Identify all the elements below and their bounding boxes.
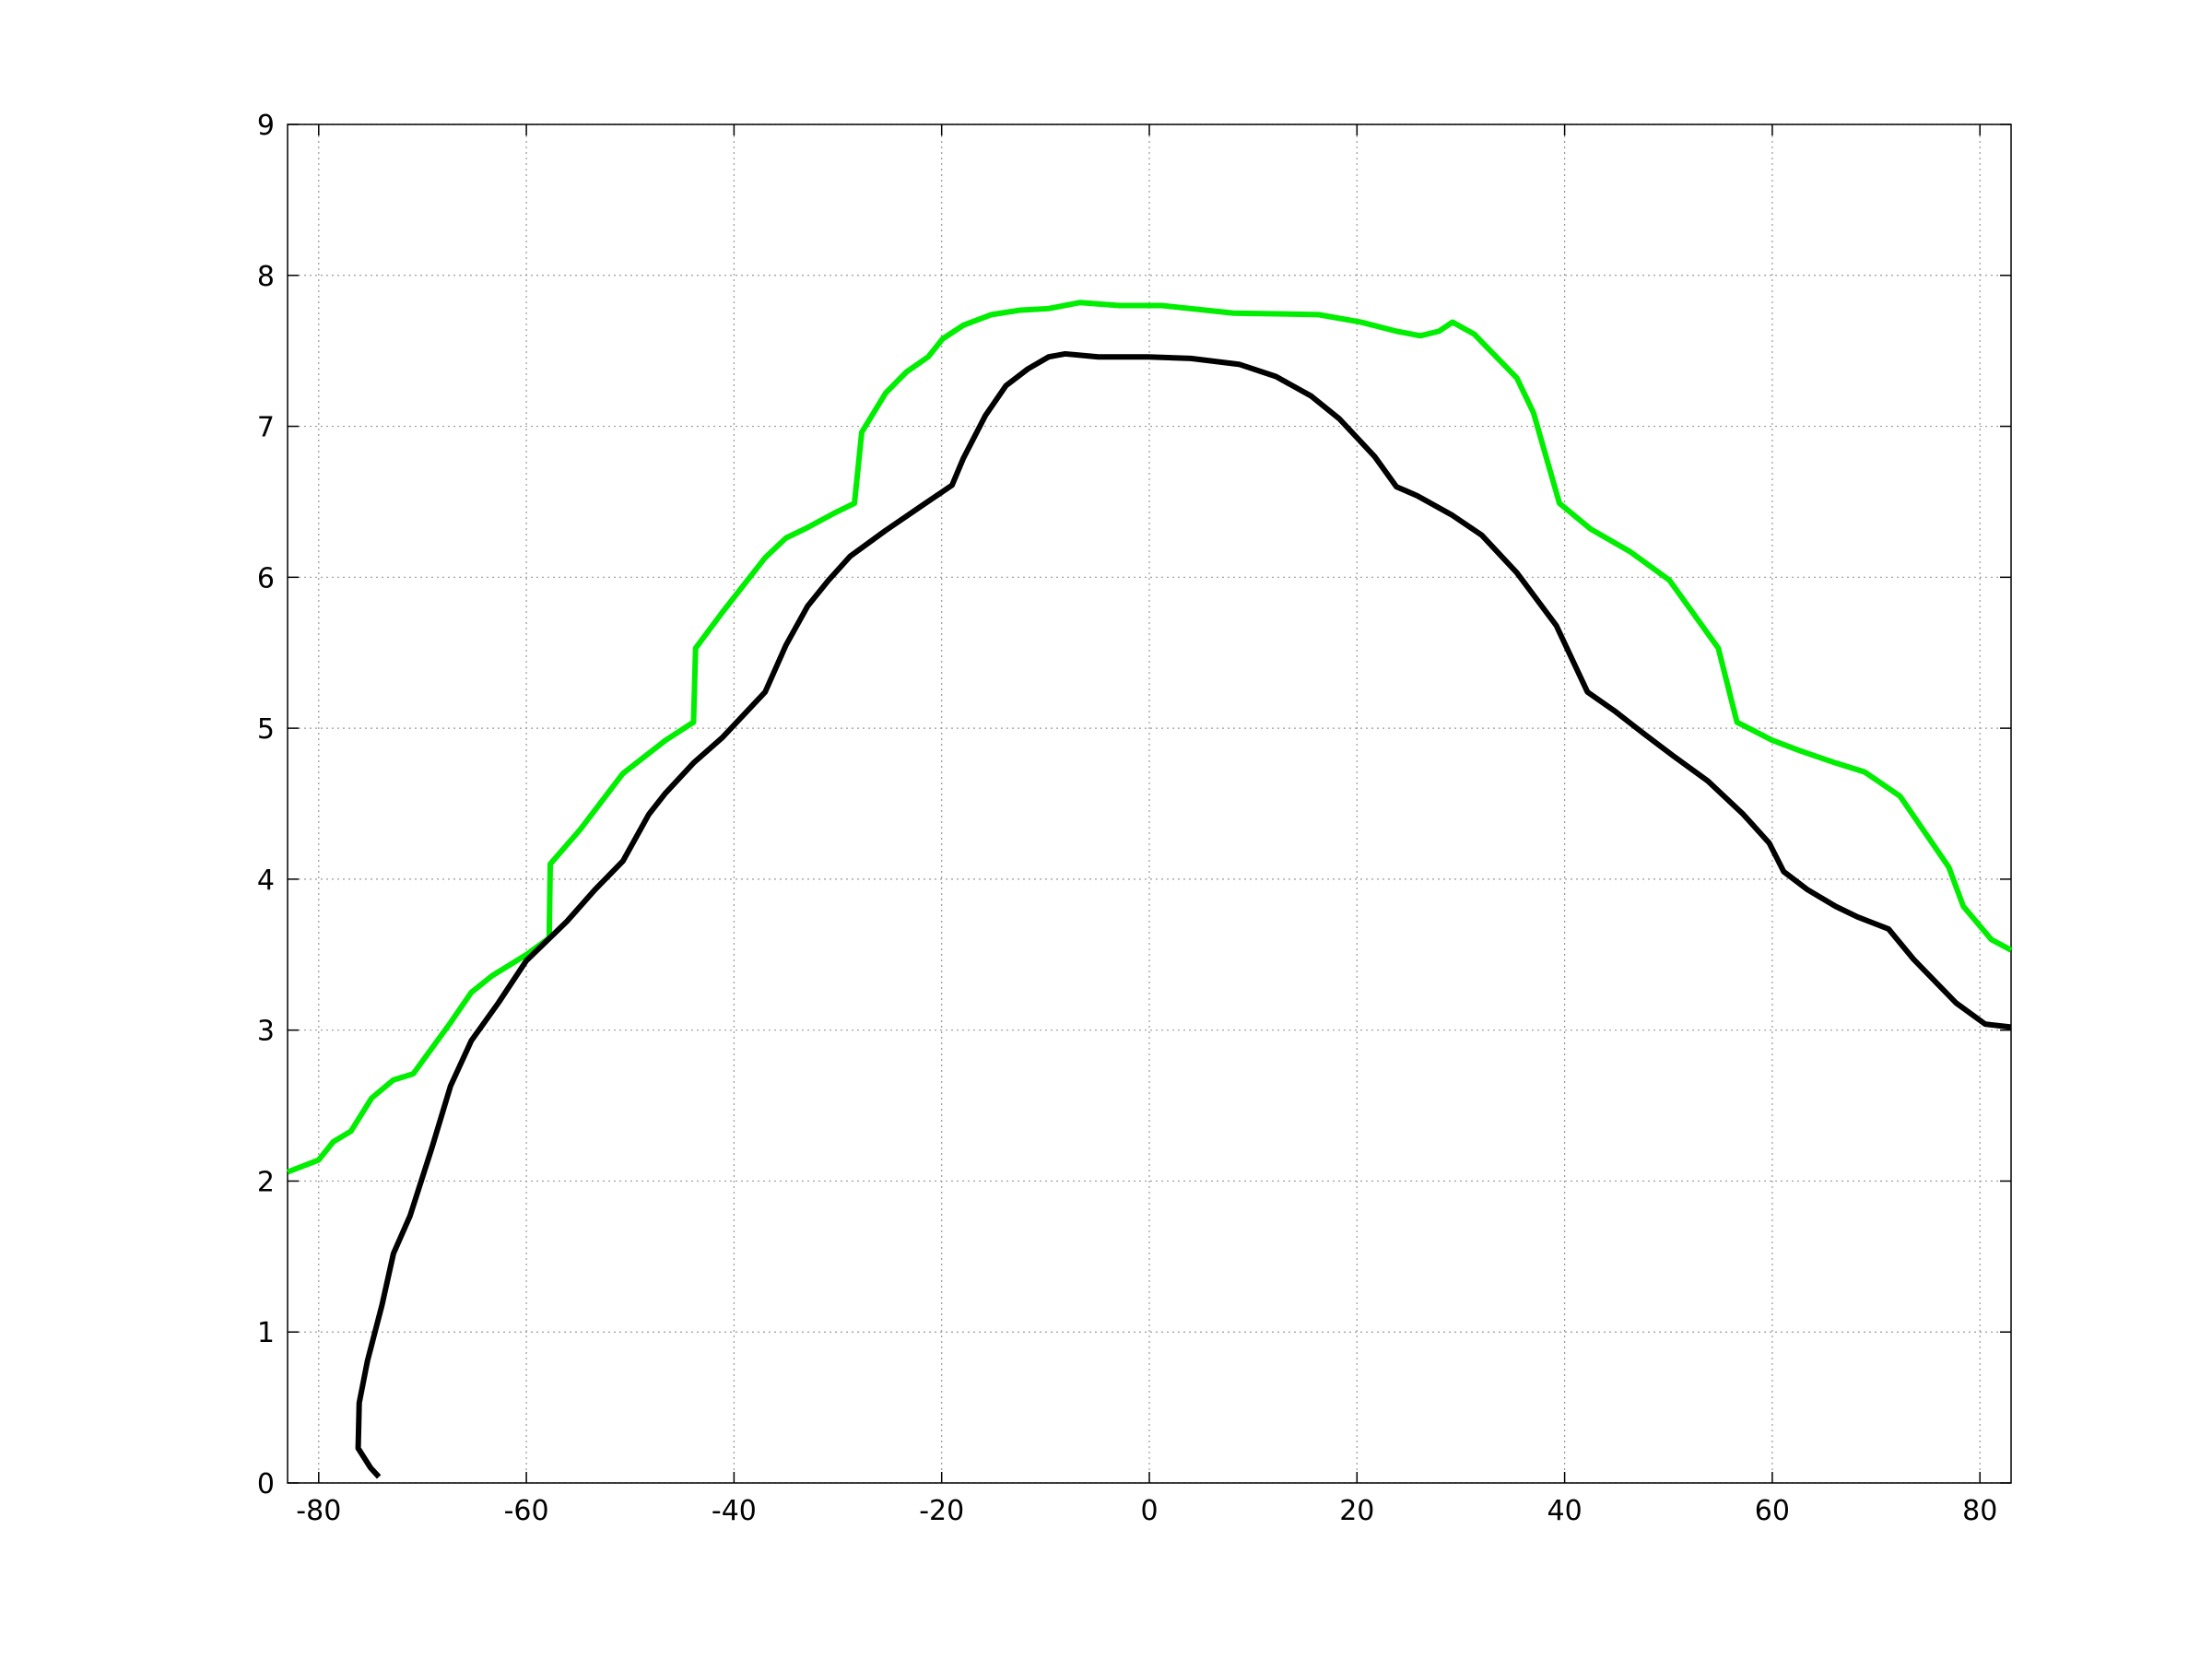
x-tick-label: 80 bbox=[1962, 1495, 1997, 1527]
data-line bbox=[286, 300, 2013, 1175]
y-tick-label: 0 bbox=[257, 1468, 275, 1500]
x-tick-label: 40 bbox=[1547, 1495, 1583, 1527]
y-tick-label: 8 bbox=[257, 261, 275, 293]
y-tick-label: 3 bbox=[257, 1016, 275, 1048]
x-tick-label: -80 bbox=[296, 1495, 341, 1527]
x-tick-label: 20 bbox=[1339, 1495, 1374, 1527]
y-tick-label: 2 bbox=[257, 1166, 275, 1198]
y-tick-label: 7 bbox=[257, 412, 275, 444]
x-tick-label: -40 bbox=[712, 1495, 757, 1527]
y-tick-label: 1 bbox=[257, 1317, 275, 1349]
plot-frame bbox=[287, 124, 2012, 1484]
y-tick-label: 6 bbox=[257, 562, 275, 594]
x-tick-label: -20 bbox=[919, 1495, 964, 1527]
y-tick-label: 5 bbox=[257, 713, 275, 746]
y-tick-label: 9 bbox=[257, 110, 275, 142]
x-tick-label: -60 bbox=[504, 1495, 549, 1527]
x-tick-label: 60 bbox=[1755, 1495, 1790, 1527]
y-tick-label: 4 bbox=[257, 865, 275, 897]
data-line bbox=[355, 350, 2012, 1479]
x-tick-label: 0 bbox=[1140, 1495, 1158, 1527]
